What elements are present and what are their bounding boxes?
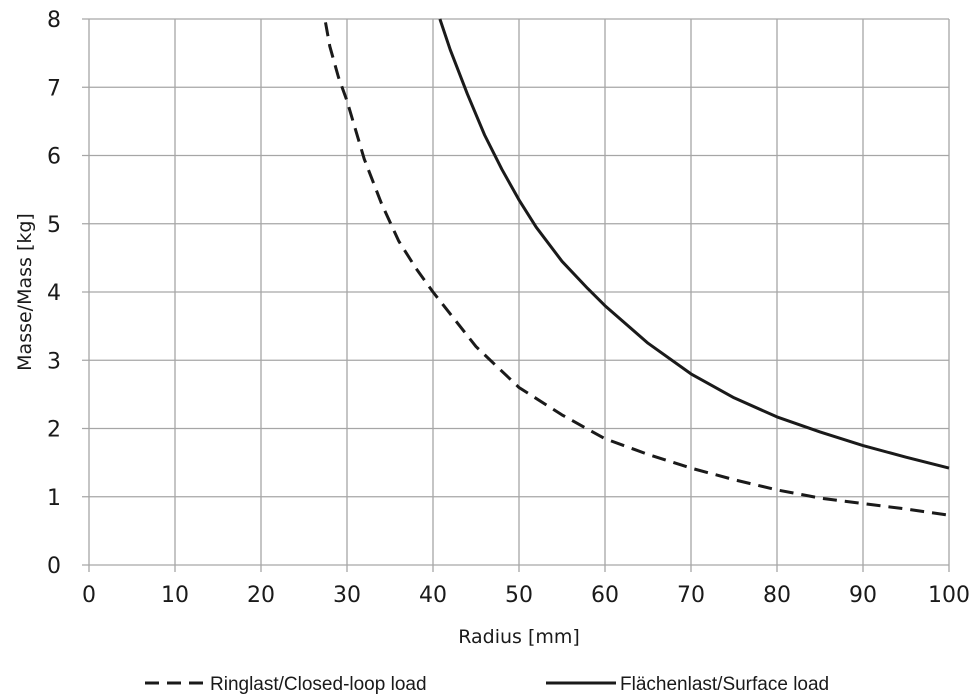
grid xyxy=(82,18,950,572)
x-tick-label: 60 xyxy=(591,583,619,608)
y-tick-label: 7 xyxy=(47,76,61,101)
y-tick-label: 0 xyxy=(47,554,61,579)
x-tick-label: 70 xyxy=(677,583,705,608)
y-tick-label: 3 xyxy=(47,349,61,374)
y-tick-label: 6 xyxy=(47,145,61,170)
x-tick-label: 10 xyxy=(161,583,189,608)
legend-label-2: Flächenlast/Surface load xyxy=(620,674,829,695)
x-tick-label: 90 xyxy=(849,583,877,608)
y-tick-label: 8 xyxy=(47,8,61,33)
series-line-2 xyxy=(438,18,950,470)
legend: Ringlast/Closed-loop load Flächenlast/Sur… xyxy=(145,674,829,695)
series-layer xyxy=(324,18,950,517)
y-tick-label: 2 xyxy=(47,418,61,443)
x-tick-label: 0 xyxy=(82,583,96,608)
y-tick-label: 1 xyxy=(47,486,61,511)
tick-labels: 0 10 20 30 40 50 60 70 80 90 100 0 1 2 3 4 5 6 7 8 xyxy=(47,8,970,608)
x-tick-label: 50 xyxy=(505,583,533,608)
series-line-1 xyxy=(324,22,950,517)
x-tick-label: 80 xyxy=(763,583,791,608)
x-axis-label: Radius [mm] xyxy=(458,626,580,648)
x-tick-label: 30 xyxy=(333,583,361,608)
y-tick-label: 5 xyxy=(47,213,61,238)
x-tick-label: 40 xyxy=(419,583,447,608)
y-axis-label: Masse/Mass [kg] xyxy=(14,213,36,371)
x-tick-label: 100 xyxy=(928,583,970,608)
y-tick-label: 4 xyxy=(47,281,61,306)
legend-label-1: Ringlast/Closed-loop load xyxy=(210,674,427,695)
x-tick-label: 20 xyxy=(247,583,275,608)
